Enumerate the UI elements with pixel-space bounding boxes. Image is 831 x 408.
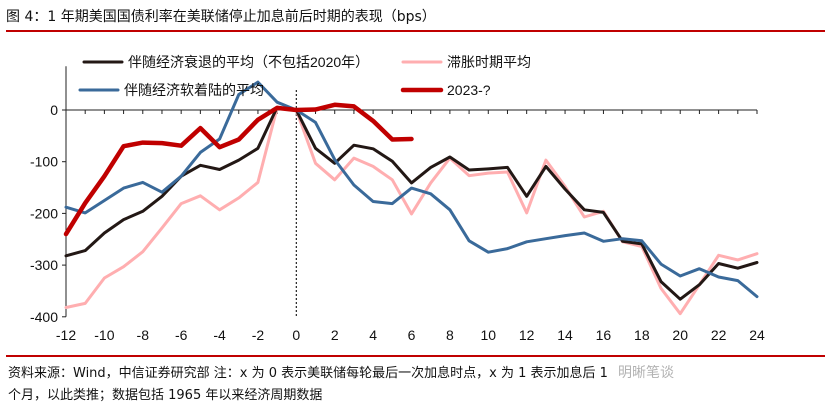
x-tick-label: -6 xyxy=(175,327,188,343)
x-tick-label: 20 xyxy=(672,327,688,343)
x-tick-label: 0 xyxy=(292,327,300,343)
y-tick-label: -300 xyxy=(30,257,58,273)
x-tick-label: 4 xyxy=(369,327,377,343)
x-tick-label: -4 xyxy=(213,327,226,343)
x-tick-label: 22 xyxy=(711,327,727,343)
series-line-2 xyxy=(64,80,759,299)
title-rule xyxy=(6,30,825,32)
y-tick-label: -200 xyxy=(30,205,58,221)
x-tick-label: -10 xyxy=(94,327,114,343)
x-tick-label: -12 xyxy=(56,327,76,343)
watermark: 明晰笔谈 xyxy=(618,365,674,381)
footer-rule xyxy=(6,355,825,357)
x-tick-label: 10 xyxy=(480,327,496,343)
x-tick-label: 6 xyxy=(408,327,416,343)
x-tick-label: -2 xyxy=(252,327,265,343)
x-tick-label: 14 xyxy=(557,327,573,343)
y-tick-label: -100 xyxy=(30,154,58,170)
legend-label-2: 伴随经济软着陆的平均 xyxy=(124,82,264,98)
footer-source-note: 资料来源：Wind，中信证券研究部 注：x 为 0 表示美联储每轮最后一次加息时… xyxy=(8,366,608,381)
legend-label-3: 2023-? xyxy=(447,82,491,98)
x-tick-label: 8 xyxy=(446,327,454,343)
x-tick-label: 2 xyxy=(331,327,339,343)
x-tick-label: -8 xyxy=(137,327,150,343)
x-tick-label: 24 xyxy=(749,327,765,343)
y-tick-label: 0 xyxy=(50,102,58,118)
x-tick-label: 18 xyxy=(634,327,650,343)
x-tick-label: 16 xyxy=(596,327,612,343)
y-tick-label: -400 xyxy=(30,309,58,325)
x-tick-label: 12 xyxy=(519,327,535,343)
figure-title: 图 4：1 年期美国国债利率在美联储停止加息前后时期的表现（bps） xyxy=(6,9,436,25)
series-line-3 xyxy=(63,102,414,237)
footer-note-continued: 个月，以此类推；数据包括 1965 年以来经济周期数据 xyxy=(8,388,323,403)
legend-label-1: 滞胀时期平均 xyxy=(447,54,531,70)
legend-label-0: 伴随经济衰退的平均（不包括2020年） xyxy=(128,54,369,70)
line-chart: 0-100-200-300-400-12 -10 -8 -6 -4 -2 0 2 4 6 8 10 12… xyxy=(30,54,765,343)
